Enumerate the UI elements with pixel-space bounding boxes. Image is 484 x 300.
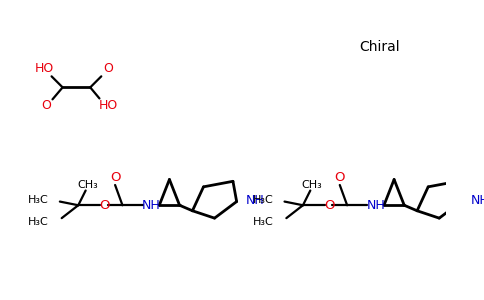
Text: NH: NH xyxy=(246,194,265,207)
Text: CH₃: CH₃ xyxy=(302,180,322,190)
Text: O: O xyxy=(334,171,345,184)
Text: O: O xyxy=(324,199,335,212)
Text: HO: HO xyxy=(34,62,54,76)
Text: O: O xyxy=(104,62,114,76)
Text: NH: NH xyxy=(366,199,385,212)
Text: H₃C: H₃C xyxy=(253,195,273,205)
Text: H₃C: H₃C xyxy=(28,217,49,227)
Text: CH₃: CH₃ xyxy=(77,180,98,190)
Text: NH: NH xyxy=(470,194,484,207)
Text: HO: HO xyxy=(99,99,118,112)
Text: O: O xyxy=(41,99,51,112)
Text: NH: NH xyxy=(142,199,160,212)
Text: H₃C: H₃C xyxy=(253,217,273,227)
Text: O: O xyxy=(100,199,110,212)
Text: H₃C: H₃C xyxy=(28,195,49,205)
Text: O: O xyxy=(110,171,121,184)
Text: Chiral: Chiral xyxy=(359,40,400,54)
